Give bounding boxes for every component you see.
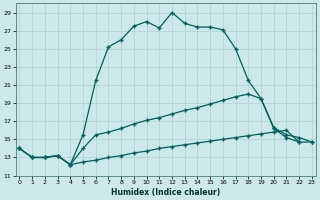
X-axis label: Humidex (Indice chaleur): Humidex (Indice chaleur) (111, 188, 220, 197)
